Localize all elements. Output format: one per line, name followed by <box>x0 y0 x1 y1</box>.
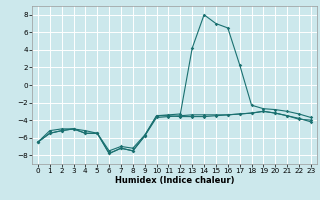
X-axis label: Humidex (Indice chaleur): Humidex (Indice chaleur) <box>115 176 234 185</box>
